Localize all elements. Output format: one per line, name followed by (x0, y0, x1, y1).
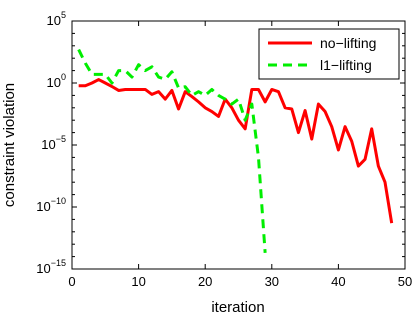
x-tick-label: 0 (68, 274, 75, 289)
legend-label-no-lifting: no−lifting (320, 35, 376, 51)
y-tick-label: 10−5 (41, 134, 66, 152)
y-tick-label: 10−10 (36, 196, 66, 214)
x-tick-label: 30 (265, 274, 279, 289)
x-tick-label: 40 (331, 274, 345, 289)
x-tick-label: 20 (198, 274, 212, 289)
legend: no−lifting l1−lifting (258, 28, 400, 80)
x-axis-label: iteration (211, 299, 264, 316)
x-tick-label: 10 (131, 274, 145, 289)
x-tick-label: 50 (398, 274, 412, 289)
legend-box (258, 28, 400, 80)
y-tick-label: 100 (47, 72, 66, 90)
y-tick-label: 10−15 (36, 258, 66, 276)
series-line-l1-lifting (77, 48, 267, 253)
legend-label-l1-lifting: l1−lifting (320, 57, 372, 73)
x-axis-ticks: 0 10 20 30 40 50 (68, 21, 412, 289)
y-axis-ticks: 10−15 10−10 10−5 100 105 (36, 10, 405, 276)
series-line-no-lifting (78, 78, 394, 224)
series-layer (77, 48, 394, 253)
y-tick-label: 105 (47, 10, 66, 28)
y-axis-label: constraint violation (1, 83, 18, 207)
